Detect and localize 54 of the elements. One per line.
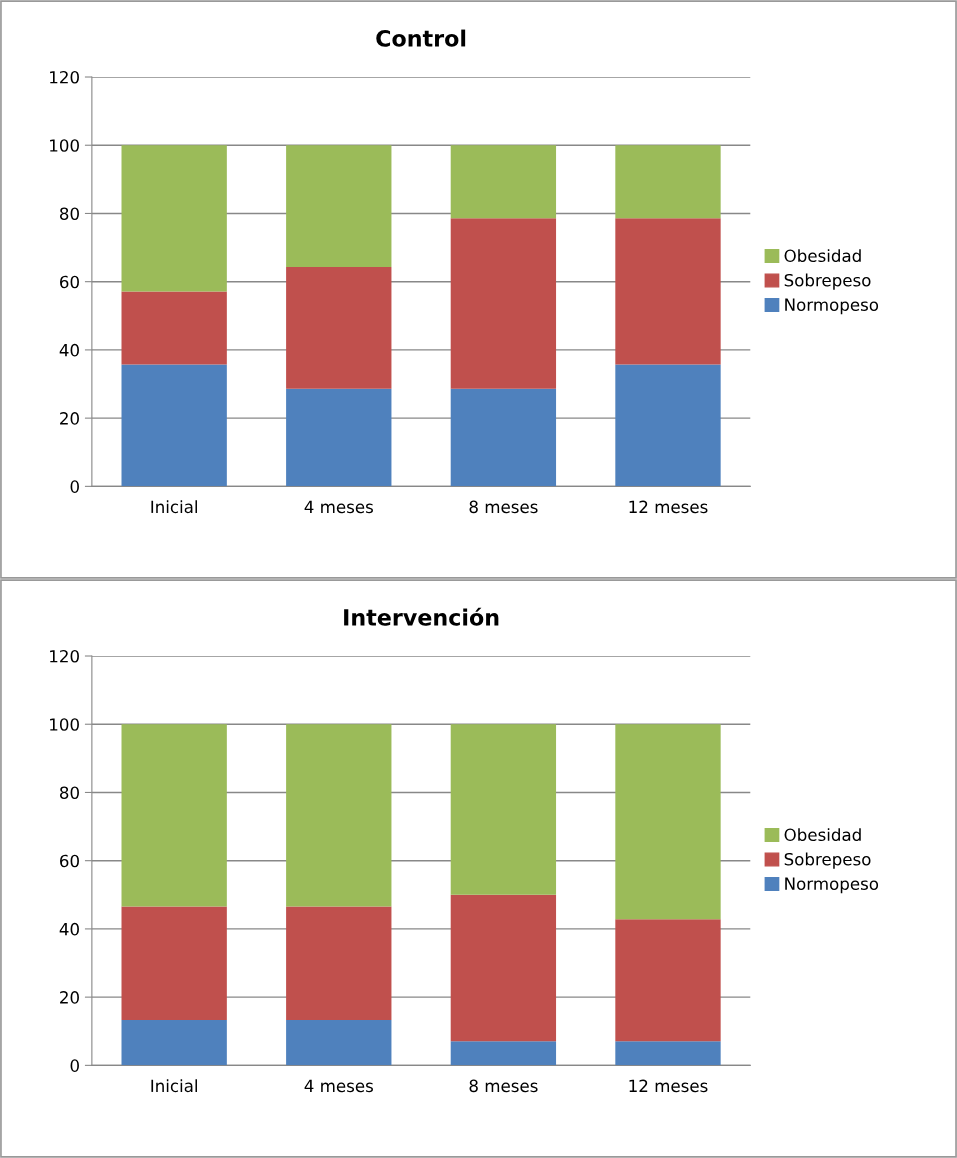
y-tick-label: 20: [60, 412, 79, 425]
bar: [450, 894, 557, 1042]
y-tick-label: 60: [60, 275, 79, 289]
bar: [121, 145, 227, 292]
chart-title: Control: [376, 29, 466, 47]
y-tick-label: 0: [70, 1059, 79, 1072]
y-tick-label: 100: [50, 718, 79, 731]
y-tick-label: 0: [70, 480, 79, 493]
legend-label: Normopeso: [785, 298, 879, 315]
x-tick-label: Inicial: [151, 1079, 197, 1093]
bar: [121, 906, 227, 1020]
bar: [286, 906, 392, 1020]
legend-label: Sobrepeso: [784, 273, 871, 290]
bar: [286, 145, 392, 268]
bar: [121, 724, 227, 907]
bar: [450, 724, 557, 895]
bar: [121, 364, 227, 487]
chart-title: Intervención: [344, 607, 499, 626]
y-tick-label: 80: [59, 207, 79, 221]
y-tick-label: 20: [60, 991, 79, 1004]
bar: [615, 364, 721, 487]
y-tick-label: 120: [50, 649, 79, 663]
y-tick-label: 40: [59, 922, 79, 936]
bar: [286, 724, 392, 907]
bar: [286, 267, 392, 389]
y-tick-label: 60: [60, 854, 79, 868]
bar: [615, 1041, 721, 1066]
bar: [450, 1041, 557, 1066]
bar: [450, 145, 557, 219]
legend-label: Obesidad: [784, 249, 861, 263]
y-tick-label: 40: [59, 343, 79, 357]
bar: [286, 388, 392, 487]
bar: [615, 218, 721, 365]
x-tick-label: Inicial: [151, 500, 197, 514]
legend-label: Sobrepeso: [784, 852, 871, 869]
legend-label: Normopeso: [785, 877, 879, 894]
bar: [615, 919, 721, 1042]
legend-label: Obesidad: [784, 828, 861, 842]
bar: [615, 724, 721, 920]
y-tick-label: 120: [50, 70, 79, 84]
bar: [450, 218, 557, 389]
y-tick-label: 100: [50, 139, 79, 152]
bar: [286, 1019, 392, 1066]
bar: [121, 1019, 227, 1066]
x-tick-label: 8 meses: [469, 1079, 538, 1093]
x-tick-label: 4 meses: [304, 1079, 373, 1093]
x-tick-label: 12 meses: [629, 500, 708, 514]
bar: [121, 291, 227, 365]
y-tick-label: 80: [59, 786, 79, 800]
x-tick-label: 8 meses: [469, 500, 538, 514]
x-tick-label: 4 meses: [304, 500, 373, 514]
bar: [615, 145, 721, 219]
bar: [450, 388, 557, 487]
x-tick-label: 12 meses: [629, 1079, 708, 1093]
